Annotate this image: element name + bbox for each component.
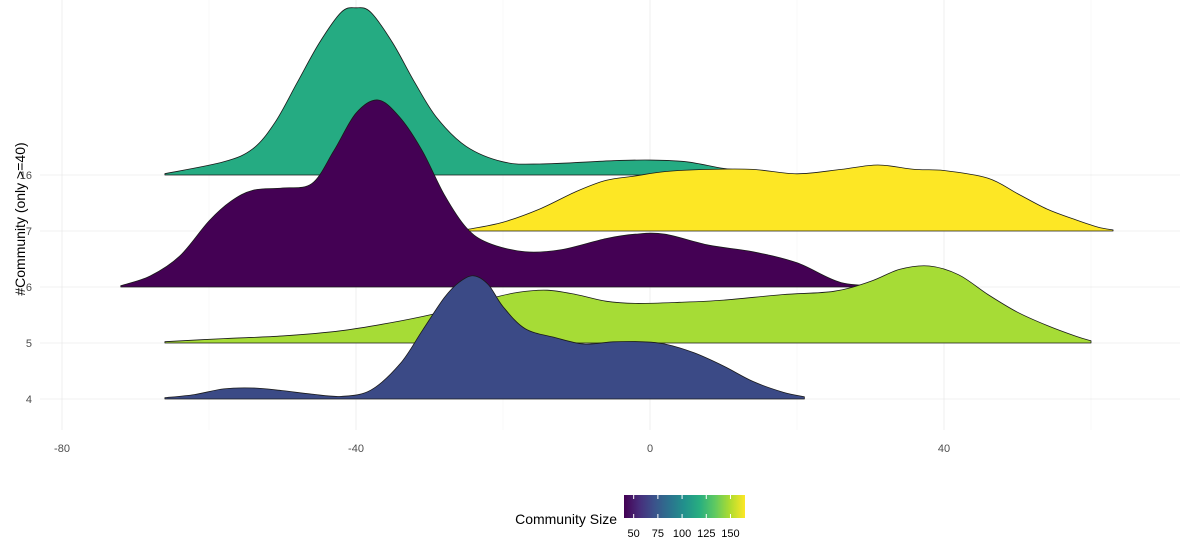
legend-title: Community Size bbox=[515, 511, 617, 527]
y-tick-label: 6 bbox=[26, 282, 32, 294]
ridge-community-16 bbox=[164, 7, 768, 176]
x-tick-label: -40 bbox=[348, 443, 364, 455]
legend-break-label: 50 bbox=[628, 528, 640, 540]
x-axis-ticks: -80 -40 0 40 bbox=[54, 443, 950, 455]
ridge-community-4 bbox=[164, 275, 805, 400]
legend-break-label: 150 bbox=[721, 528, 739, 540]
x-tick-label: 0 bbox=[647, 443, 653, 455]
ridge-community-7 bbox=[465, 164, 1114, 232]
legend-ticks: 50 75 100 125 150 bbox=[628, 495, 740, 540]
y-tick-label: 5 bbox=[26, 338, 32, 350]
colorbar bbox=[624, 495, 745, 518]
y-tick-label: 7 bbox=[26, 226, 32, 238]
ridge-community-6 bbox=[120, 99, 886, 288]
y-axis-title: #Community (only >=40) bbox=[12, 142, 28, 295]
legend-break-label: 125 bbox=[697, 528, 715, 540]
legend-break-label: 75 bbox=[652, 528, 664, 540]
x-tick-label: 40 bbox=[938, 443, 950, 455]
y-tick-label: 4 bbox=[26, 394, 32, 406]
legend: Community Size 50 75 100 125 150 bbox=[515, 495, 745, 540]
legend-break-label: 100 bbox=[673, 528, 691, 540]
y-axis-ticks: 4 5 6 7 16 bbox=[20, 170, 32, 406]
x-tick-label: -80 bbox=[54, 443, 70, 455]
ridge-community-5 bbox=[164, 265, 1092, 344]
y-tick-label: 16 bbox=[20, 170, 32, 182]
ridges bbox=[120, 7, 1114, 400]
